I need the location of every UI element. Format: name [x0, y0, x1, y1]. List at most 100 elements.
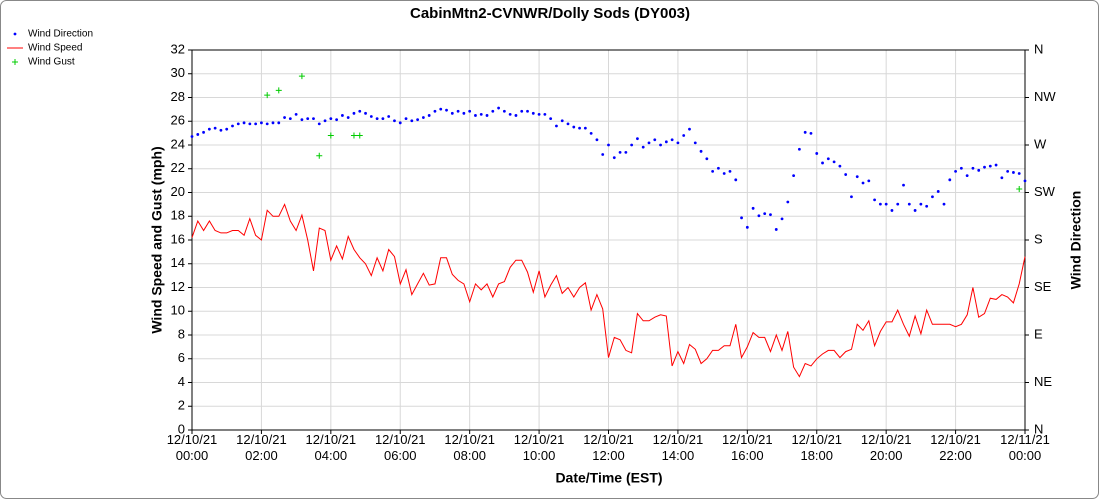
- y2-tick-label: W: [1034, 136, 1047, 151]
- direction-point: [456, 109, 460, 113]
- direction-point: [636, 137, 639, 141]
- y-tick-label: 12: [171, 279, 185, 294]
- direction-point: [485, 114, 489, 117]
- direction-point: [647, 141, 651, 145]
- direction-point: [844, 173, 848, 176]
- direction-point: [983, 165, 986, 169]
- direction-point: [462, 111, 466, 115]
- direction-point: [728, 169, 732, 173]
- speed-line: [191, 203, 1026, 378]
- y2-axis-label: Wind Direction: [1068, 191, 1084, 290]
- gust-point: [356, 132, 363, 139]
- direction-point: [757, 214, 761, 218]
- direction-point: [242, 121, 246, 125]
- direction-point: [583, 126, 587, 130]
- x-tick-label: 12/10/21 12:00: [583, 432, 634, 463]
- direction-point: [248, 122, 252, 126]
- direction-point: [965, 174, 969, 178]
- direction-point: [601, 153, 605, 156]
- direction-point: [381, 117, 385, 121]
- direction-point: [387, 115, 391, 118]
- direction-point: [838, 164, 842, 168]
- direction-point: [699, 149, 703, 153]
- direction-point: [306, 117, 310, 121]
- direction-point: [595, 138, 599, 142]
- x-tick-label: 12/10/21 10:00: [514, 432, 565, 463]
- y-tick-label: 32: [171, 41, 185, 56]
- direction-point: [277, 121, 281, 125]
- direction-point: [745, 225, 749, 229]
- direction-point: [948, 178, 952, 182]
- direction-point: [664, 140, 668, 144]
- gust-point: [316, 152, 323, 159]
- y2-tick-label: N: [1034, 41, 1043, 56]
- direction-point: [780, 217, 784, 221]
- direction-point: [231, 124, 234, 128]
- direction-point: [890, 209, 894, 212]
- direction-point: [971, 166, 975, 170]
- chart-title: CabinMtn2-CVNWR/Dolly Sods (DY003): [410, 5, 690, 22]
- direction-point: [578, 126, 581, 130]
- direction-point: [873, 198, 876, 202]
- direction-point: [393, 119, 396, 123]
- y-tick-label: 0: [178, 421, 185, 436]
- y-tick-label: 2: [178, 398, 185, 413]
- direction-point: [341, 114, 344, 117]
- direction-point: [514, 114, 518, 117]
- y2-tick-label: N: [1034, 421, 1043, 436]
- direction-point: [902, 183, 905, 187]
- direction-point: [225, 127, 229, 131]
- direction-point: [369, 115, 373, 118]
- direction-point: [1017, 172, 1021, 175]
- y-tick-label: 22: [171, 160, 185, 175]
- direction-point: [317, 122, 321, 126]
- direction-point: [815, 152, 819, 155]
- direction-point: [508, 112, 512, 116]
- direction-point: [936, 190, 940, 193]
- direction-point: [821, 161, 824, 165]
- direction-point: [693, 141, 697, 145]
- direction-point: [607, 143, 610, 147]
- direction-point: [1000, 176, 1004, 180]
- direction-point: [312, 117, 315, 121]
- direction-point: [803, 130, 807, 134]
- direction-point: [572, 125, 576, 129]
- direction-point: [491, 109, 495, 113]
- direction-point: [219, 128, 223, 132]
- gust-point: [327, 132, 334, 139]
- direction-point: [624, 150, 628, 154]
- y-tick-label: 30: [171, 65, 185, 80]
- direction-point: [450, 111, 454, 115]
- direction-point: [809, 131, 813, 135]
- y-tick-label: 20: [171, 184, 185, 199]
- direction-point: [549, 117, 553, 121]
- direction-point: [867, 179, 871, 183]
- direction-point: [398, 121, 402, 125]
- direction-point: [254, 122, 258, 126]
- x-tick-label: 12/10/21 18:00: [791, 432, 842, 463]
- direction-point: [589, 131, 593, 135]
- y2-tick-label: S: [1034, 231, 1043, 246]
- direction-point: [861, 181, 865, 185]
- direction-point: [959, 166, 963, 170]
- direction-point: [942, 202, 946, 206]
- direction-point: [925, 204, 929, 208]
- direction-point: [190, 135, 194, 138]
- direction-point: [705, 157, 709, 161]
- direction-point: [670, 138, 674, 142]
- legend-label: Wind Direction: [28, 29, 93, 40]
- x-tick-label: 12/10/21 06:00: [375, 432, 426, 463]
- x-tick-label: 12/10/21 04:00: [306, 432, 357, 463]
- direction-point: [722, 172, 726, 175]
- direction-point: [329, 117, 333, 121]
- y-tick-label: 24: [171, 136, 185, 151]
- direction-point: [774, 228, 778, 231]
- direction-point: [375, 117, 379, 121]
- direction-point: [323, 119, 327, 123]
- direction-point: [994, 163, 998, 167]
- y2-tick-label: SW: [1034, 184, 1056, 199]
- direction-point: [786, 200, 790, 204]
- direction-point: [717, 166, 720, 170]
- direction-point: [421, 116, 425, 119]
